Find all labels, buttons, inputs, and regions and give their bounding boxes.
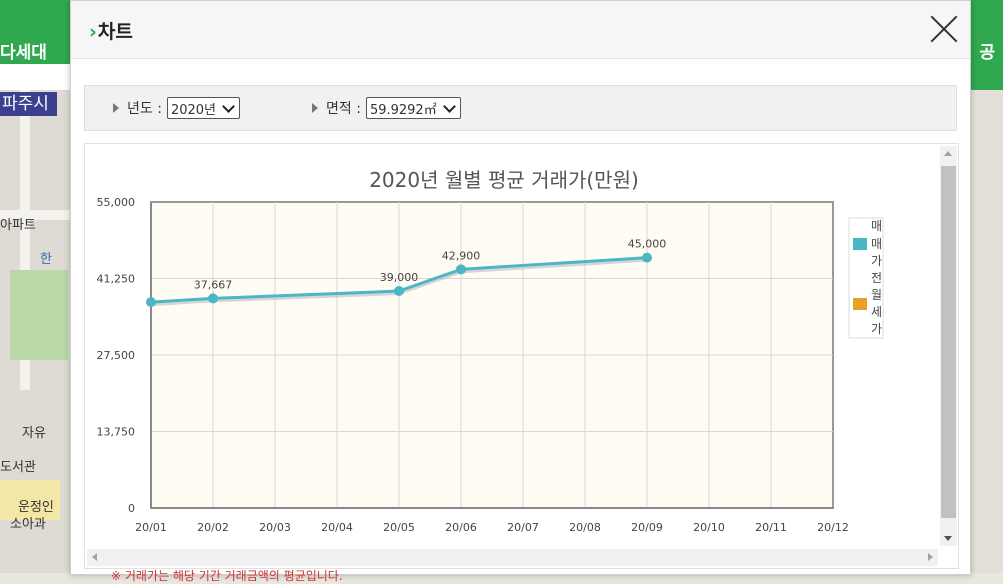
legend-text: 매 (871, 219, 882, 233)
y-tick-label: 27,500 (97, 349, 136, 362)
y-tick-label: 41,250 (97, 273, 136, 286)
legend-text: 가 (871, 254, 882, 268)
x-tick-label: 20/12 (817, 521, 849, 534)
data-point (642, 252, 652, 263)
area-filter-label: 면적 : (326, 101, 361, 117)
area-filter: 면적 : 59.9292㎡ (312, 97, 461, 119)
x-tick-label: 20/08 (569, 521, 601, 534)
background-strip (0, 64, 70, 90)
legend-text: 전 (871, 271, 882, 285)
x-tick-label: 20/04 (321, 521, 353, 534)
data-point (208, 293, 218, 304)
year-filter-label: 년도 : (127, 101, 162, 117)
data-label: 39,000 (380, 271, 419, 284)
x-tick-label: 20/01 (135, 521, 167, 534)
filter-bar: 년도 : 2020년 면적 : 59.9292㎡ (84, 85, 957, 131)
y-tick-label: 0 (128, 502, 135, 515)
area-select-value: 59.9292㎡ (369, 102, 437, 118)
legend-text: 세 (871, 305, 882, 319)
data-label: 42,900 (442, 249, 481, 262)
chart-container: 2020년 월별 평균 거래가(만원) 0 13,750 27,500 41,250 55… (84, 143, 959, 569)
horizontal-scrollbar[interactable] (87, 549, 938, 566)
chart-title: 2020년 월별 평균 거래가(만원) (369, 168, 639, 192)
x-tick-label: 20/06 (445, 521, 477, 534)
y-tick-label: 55,000 (97, 196, 136, 209)
data-point (456, 264, 466, 275)
background-right-title: 공 (979, 43, 995, 63)
x-tick-label: 20/05 (383, 521, 415, 534)
background-map-label: 소아과 (10, 517, 46, 532)
background-left-title: 다세대 (0, 43, 47, 63)
data-point (394, 286, 404, 297)
x-tick-label: 20/02 (197, 521, 229, 534)
x-tick-label: 20/10 (693, 521, 725, 534)
scroll-down-icon[interactable] (944, 536, 952, 541)
background-map-right (970, 90, 1003, 573)
x-tick-label: 20/03 (259, 521, 291, 534)
data-label: 45,000 (628, 238, 667, 251)
modal-title: ›차트 (89, 21, 133, 43)
triangle-right-icon (113, 103, 119, 113)
background-map-label: 자유 (22, 426, 46, 441)
y-tick-label: 13,750 (97, 426, 136, 439)
legend-text: 가 (871, 322, 882, 336)
scrollbar-thumb[interactable] (941, 166, 956, 518)
legend-text: 월 (871, 288, 882, 302)
background-map-label: 운정인 (18, 500, 54, 515)
x-tick-label: 20/09 (631, 521, 663, 534)
legend-swatch-sale (853, 238, 867, 250)
close-icon[interactable] (930, 15, 958, 43)
legend-text: 매 (871, 237, 882, 251)
year-select-value: 2020년 (170, 102, 216, 118)
x-tick-label: 20/07 (507, 521, 539, 534)
area-select[interactable]: 59.9292㎡ (365, 97, 461, 119)
background-map-label: 도서관 (0, 460, 36, 475)
triangle-right-icon (312, 103, 318, 113)
data-point (146, 297, 156, 308)
modal-header: ›차트 (71, 1, 970, 59)
vertical-scrollbar[interactable] (940, 146, 957, 546)
scroll-right-icon[interactable] (928, 553, 933, 561)
year-filter: 년도 : 2020년 (113, 97, 240, 119)
background-city-label: 파주시 (0, 92, 57, 116)
background-map-label: 한 (40, 252, 52, 267)
scroll-left-icon[interactable] (92, 553, 97, 561)
x-tick-label: 20/11 (755, 521, 787, 534)
scroll-up-icon[interactable] (944, 151, 952, 156)
title-marker-icon: › (89, 21, 97, 43)
chevron-down-icon (222, 99, 235, 113)
background-map-label: 아파트 (0, 218, 36, 233)
chevron-down-icon (442, 99, 456, 113)
year-select[interactable]: 2020년 (166, 97, 240, 119)
legend-swatch-rent (853, 298, 867, 310)
chart-modal: ›차트 년도 : 2020년 면적 : 59.9292㎡ 2020년 월별 평균… (70, 0, 971, 583)
footnote: ※ 거래가는 해당 기간 거래금액의 평균입니다. (111, 569, 343, 583)
data-label: 37,667 (194, 278, 233, 291)
price-line-chart: 2020년 월별 평균 거래가(만원) 0 13,750 27,500 41,250 55… (97, 168, 884, 534)
